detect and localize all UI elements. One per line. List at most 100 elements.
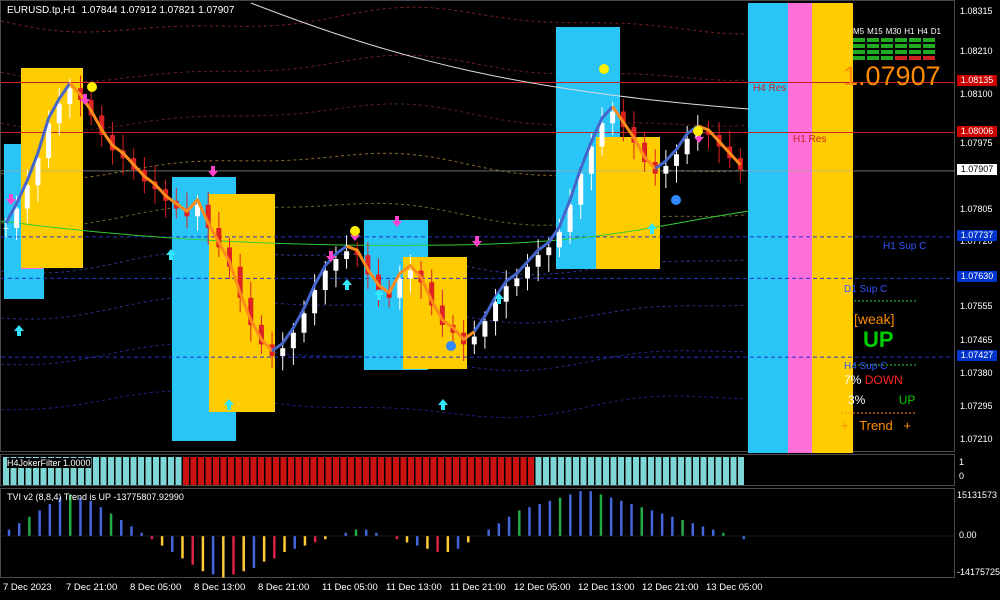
candle-body: [642, 142, 648, 163]
timeframe-cell: [895, 44, 907, 48]
trend-line-segment: [611, 105, 657, 170]
green-ma-line: [1, 210, 750, 246]
buy-arrow-icon: [374, 289, 384, 300]
time-tick-label: 11 Dec 21:00: [450, 582, 506, 593]
oscillator-bar: [250, 457, 257, 485]
oscillator-bar: [640, 457, 647, 485]
price-tick-label: 1.07210: [960, 434, 993, 445]
candle-body: [195, 204, 201, 217]
oscillator-title: H4JokerFilter 1.0000: [7, 458, 91, 468]
trend-line-segment: [346, 244, 476, 341]
trend-line-segment: [4, 82, 72, 224]
up-percent-row: 3% UP: [848, 393, 915, 407]
candle-body: [216, 227, 222, 248]
sell-arrow-icon: [326, 251, 336, 262]
price-tick-label: 1.07555: [960, 300, 993, 311]
timeframe-label: M30: [885, 27, 902, 36]
timeframe-cell: [867, 56, 879, 60]
timeframe-cell: [895, 38, 907, 42]
oscillator-bar: [198, 457, 204, 485]
oscillator-bar: [295, 457, 302, 485]
oscillator-bar: [160, 457, 167, 485]
oscillator-bar: [685, 457, 692, 485]
oscillator-bar: [505, 457, 512, 485]
oscillator-bar: [633, 457, 639, 485]
oscillator-bar: [468, 457, 474, 485]
buy-arrow-icon: [647, 223, 657, 234]
candle-body: [493, 301, 499, 322]
timeframe-label: H1: [904, 27, 915, 36]
strength-label: [weak]: [854, 311, 895, 327]
price-level-tag: 1.07907: [957, 163, 997, 175]
oscillator-bar: [625, 457, 632, 485]
oscillator-bar: [723, 457, 729, 485]
time-tick-label: 11 Dec 13:00: [386, 582, 442, 593]
oscillator-bar: [130, 457, 137, 485]
candle-body: [663, 165, 669, 174]
oscillator-bar: [153, 457, 159, 485]
time-tick-label: 11 Dec 05:00: [322, 582, 378, 593]
oscillator-bar: [70, 457, 77, 485]
candle-body: [365, 255, 371, 275]
oscillator-bar: [655, 457, 662, 485]
tvi-svg: [1, 491, 956, 578]
candle-body: [290, 332, 296, 349]
oscillator-bar: [168, 457, 174, 485]
candle-body: [397, 278, 403, 298]
timeframe-bar-row: [853, 50, 948, 54]
level-label-h4-sup: H4 Sup C: [844, 361, 888, 372]
time-tick-label: 13 Dec 05:00: [706, 582, 763, 593]
oscillator-bar: [175, 457, 182, 485]
timeframe-cell: [881, 56, 893, 60]
signal-dot-icon: [446, 341, 456, 351]
trend-line-segment: [473, 105, 614, 333]
oscillator-bar: [678, 457, 684, 485]
oscillator-bar: [115, 457, 122, 485]
timeframe-cell: [895, 50, 907, 54]
right-zone-cyan: [748, 3, 788, 453]
trend-line-segment: [697, 124, 742, 166]
timeframe-cell: [923, 56, 935, 60]
oscillator-bar: [715, 457, 722, 485]
oscillator-bar: [573, 457, 579, 485]
price-level-tag: 1.07737: [957, 229, 997, 241]
oscillator-svg: [3, 457, 744, 485]
oscillator-bar: [400, 457, 407, 485]
buy-arrow-icon: [438, 399, 448, 410]
oscillator-bar: [138, 457, 144, 485]
oscillator-bar: [10, 457, 17, 485]
signal-dot-icon: [599, 64, 609, 74]
candle-body: [407, 270, 413, 279]
symbol-header: EURUSD.tp,H1 1.07844 1.07912 1.07821 1.0…: [7, 5, 235, 16]
price-chart-pane[interactable]: EURUSD.tp,H1 1.07844 1.07912 1.07821 1.0…: [0, 0, 956, 453]
price-level-tag: 1.08135: [957, 75, 997, 87]
oscillator-bar: [498, 457, 504, 485]
oscillator-bar: [243, 457, 249, 485]
envelope-band-line: [1, 390, 746, 419]
signal-dot-icon: [693, 126, 703, 136]
time-tick-label: 12 Dec 13:00: [578, 582, 635, 593]
price-axis[interactable]: 1.08315 1.08210 1.08100 1.07975 1.07805 1.077…: [955, 0, 1000, 452]
oscillator-bar: [190, 457, 197, 485]
sell-arrow-icon: [472, 236, 482, 247]
oscillator-pane[interactable]: H4JokerFilter 1.0000: [0, 454, 955, 486]
candle-body: [439, 305, 445, 325]
tvi-axis-zero: 0.00: [959, 530, 977, 540]
osc-axis-bottom: 0: [959, 471, 965, 481]
oscillator-bar: [693, 457, 699, 485]
oscillator-bar: [423, 457, 429, 485]
oscillator-bar: [513, 457, 519, 485]
oscillator-bar: [78, 457, 84, 485]
oscillator-bar: [528, 457, 534, 485]
oscillator-bar: [3, 457, 9, 485]
buy-arrow-icon: [166, 249, 176, 260]
price-tick-label: 1.08210: [960, 46, 993, 57]
tvi-pane[interactable]: TVI v2 (8,8,4) Trend is UP -13775807.929…: [0, 488, 956, 578]
timeframe-bar-row: [853, 44, 948, 48]
time-tick-label: 12 Dec 05:00: [514, 582, 571, 593]
oscillator-bar: [318, 457, 324, 485]
oscillator-bar: [460, 457, 467, 485]
oscillator-bar: [483, 457, 489, 485]
time-axis[interactable]: 7 Dec 2023 7 Dec 21:00 8 Dec 05:00 8 Dec 13…: [0, 582, 955, 598]
candle-body: [599, 123, 605, 147]
